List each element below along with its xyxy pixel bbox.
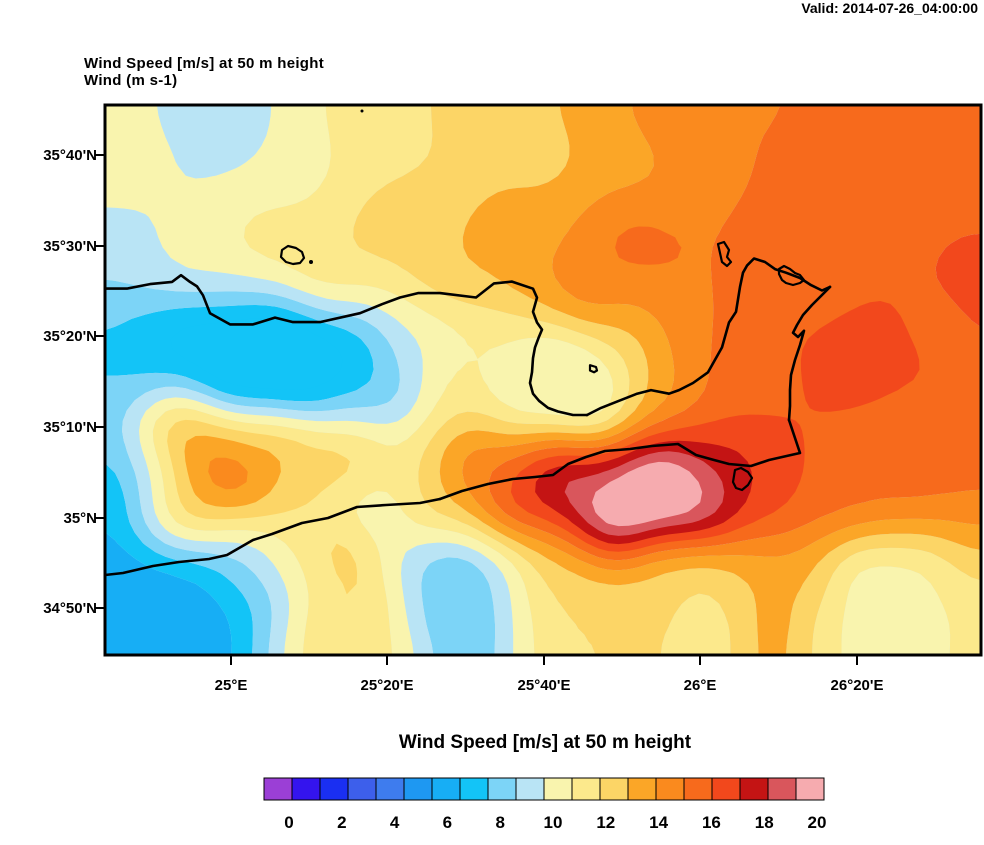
- svg-text:34°50'N: 34°50'N: [43, 600, 97, 617]
- svg-text:25°40'E: 25°40'E: [518, 677, 571, 694]
- svg-text:Valid: 2014-07-26_04:00:00: Valid: 2014-07-26_04:00:00: [801, 0, 978, 16]
- svg-text:8: 8: [495, 813, 504, 832]
- svg-text:35°20'N: 35°20'N: [43, 328, 97, 345]
- svg-text:14: 14: [649, 813, 668, 832]
- svg-text:0: 0: [284, 813, 293, 832]
- svg-text:4: 4: [390, 813, 400, 832]
- svg-text:12: 12: [596, 813, 615, 832]
- svg-text:35°N: 35°N: [63, 510, 97, 527]
- svg-text:Wind Speed [m/s] at 50 m heigh: Wind Speed [m/s] at 50 m height: [399, 732, 692, 753]
- svg-text:18: 18: [755, 813, 774, 832]
- svg-text:16: 16: [702, 813, 721, 832]
- svg-text:20: 20: [808, 813, 827, 832]
- svg-text:25°E: 25°E: [215, 677, 248, 694]
- svg-text:35°30'N: 35°30'N: [43, 238, 97, 255]
- svg-text:35°10'N: 35°10'N: [43, 419, 97, 436]
- svg-text:35°40'N: 35°40'N: [43, 147, 97, 164]
- svg-text:26°E: 26°E: [684, 677, 717, 694]
- svg-text:26°20'E: 26°20'E: [831, 677, 884, 694]
- svg-text:25°20'E: 25°20'E: [361, 677, 414, 694]
- svg-text:6: 6: [443, 813, 452, 832]
- svg-text:Wind (m s-1): Wind (m s-1): [84, 72, 177, 89]
- svg-text:2: 2: [337, 813, 346, 832]
- svg-text:Wind Speed [m/s] at 50 m heigh: Wind Speed [m/s] at 50 m height: [84, 55, 324, 72]
- svg-text:10: 10: [544, 813, 563, 832]
